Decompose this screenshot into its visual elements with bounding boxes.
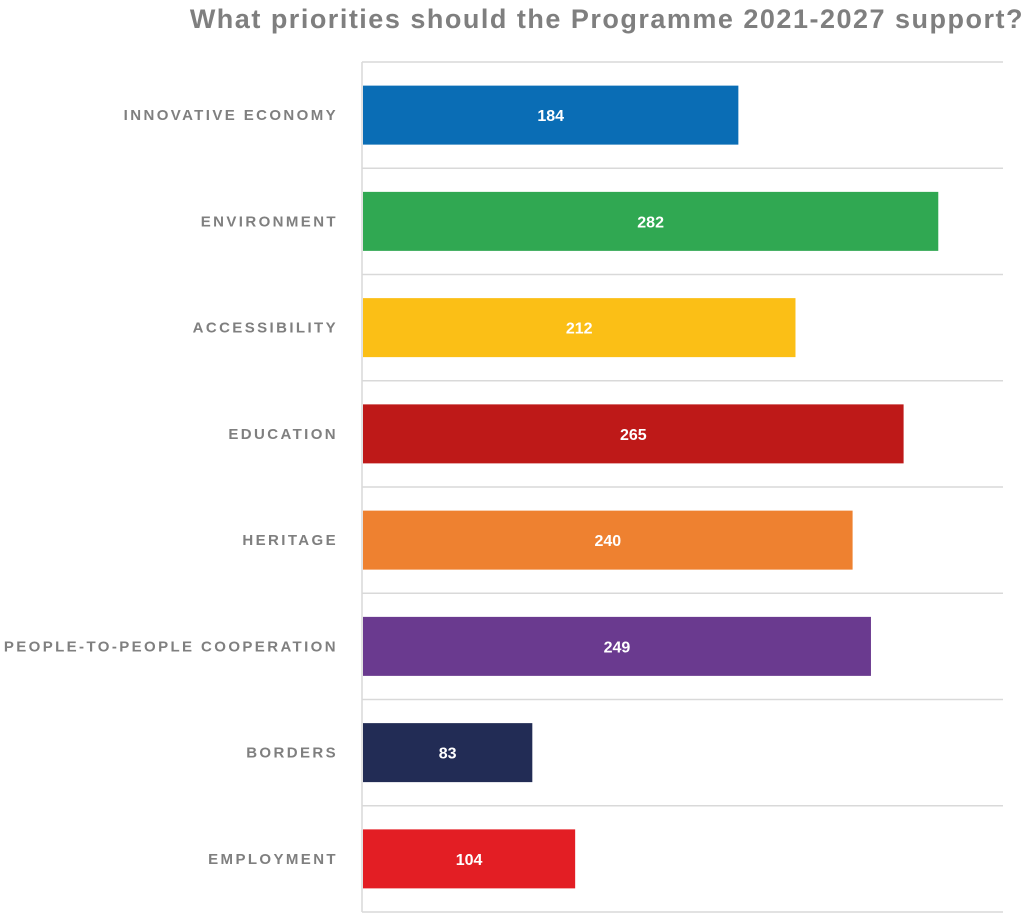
category-label: INNOVATIVE ECONOMY <box>124 107 338 124</box>
data-label: 212 <box>566 321 593 338</box>
chart-title: What priorities should the Programme 202… <box>189 4 1024 34</box>
bar <box>363 298 796 358</box>
category-label: HERITAGE <box>242 532 338 549</box>
bar <box>363 616 871 676</box>
category-labels: INNOVATIVE ECONOMY ENVIRONMENT ACCESSIBILI… <box>4 107 338 868</box>
category-label: ACCESSIBILITY <box>193 320 338 337</box>
bar <box>363 85 739 145</box>
data-label: 282 <box>637 214 664 231</box>
category-label: BORDERS <box>246 745 338 762</box>
category-label: EDUCATION <box>228 426 338 443</box>
data-label: 249 <box>604 639 631 656</box>
category-label: ENVIRONMENT <box>201 213 338 230</box>
data-labels: 184 282 212 265 240 249 83 104 <box>439 108 664 869</box>
bars <box>363 85 939 889</box>
bar <box>363 723 533 783</box>
data-label: 265 <box>620 427 647 444</box>
category-label: EMPLOYMENT <box>208 851 338 868</box>
bar <box>363 829 576 889</box>
data-label: 184 <box>537 108 564 125</box>
data-label: 83 <box>439 746 457 763</box>
category-label: PEOPLE-TO-PEOPLE COOPERATION <box>4 638 338 655</box>
bar <box>363 404 904 464</box>
bar <box>363 191 939 251</box>
data-label: 104 <box>456 852 483 869</box>
gridlines <box>362 61 1003 913</box>
bar <box>363 510 853 570</box>
data-label: 240 <box>594 533 621 550</box>
